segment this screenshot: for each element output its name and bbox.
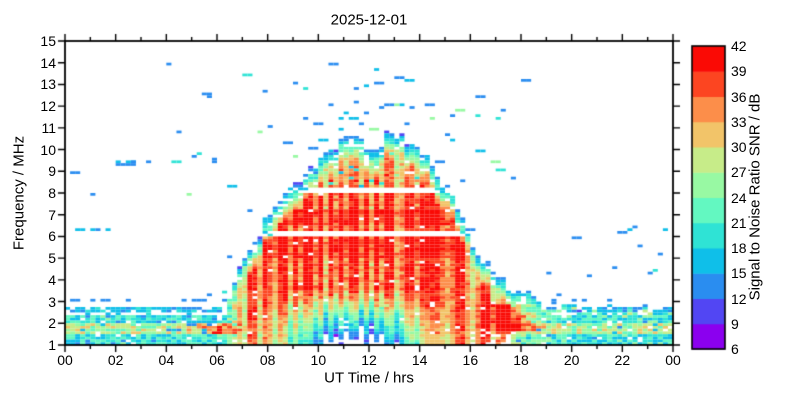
x-tick-label: 16	[462, 352, 479, 368]
x-axis-title: UT Time / hrs	[324, 369, 414, 387]
colorbar-tick-label: 24	[731, 189, 747, 206]
y-tick-label: 8	[48, 185, 56, 201]
colorbar-tick-label: 9	[731, 315, 739, 332]
colorbar-tick-label: 21	[731, 214, 747, 231]
x-tick-label: 00	[665, 352, 681, 368]
x-tick-label: 22	[614, 352, 631, 368]
colorbar-title: Signal to Noise Ratio SNR / dB	[746, 93, 764, 301]
y-tick-label: 4	[48, 271, 56, 288]
colorbar-tick-label: 30	[731, 139, 747, 155]
colorbar-tick-label: 42	[731, 38, 747, 54]
colorbar-tick-label: 27	[731, 164, 747, 181]
colorbar-tick-label: 18	[731, 240, 747, 256]
x-tick-label: 08	[259, 352, 276, 368]
colorbar-tick-label: 39	[731, 63, 747, 80]
y-tick-label: 11	[41, 119, 56, 136]
y-tick-label: 1	[48, 337, 56, 353]
y-axis-title: Frequency / MHz	[10, 135, 28, 251]
chart-title: 2025-12-01	[330, 11, 408, 29]
y-tick-label: 14	[40, 54, 56, 71]
colorbar-tick-label: 36	[731, 88, 747, 105]
x-tick-label: 18	[513, 352, 529, 368]
y-tick-label: 15	[40, 33, 56, 49]
y-tick-label: 13	[40, 76, 56, 93]
colorbar-tick-label: 6	[731, 341, 739, 357]
colorbar-tick-label: 12	[731, 290, 747, 307]
x-tick-label: 14	[411, 352, 428, 368]
x-tick-label: 12	[361, 352, 377, 368]
x-tick-label: 04	[158, 352, 175, 368]
x-tick-label: 20	[563, 352, 580, 368]
x-tick-label: 10	[310, 352, 327, 368]
colorbar-tick-label: 33	[731, 113, 747, 130]
y-tick-label: 3	[48, 293, 56, 310]
y-tick-label: 10	[40, 141, 56, 158]
x-tick-label: 02	[107, 352, 124, 368]
y-tick-label: 9	[48, 163, 56, 180]
y-tick-label: 5	[48, 250, 56, 267]
colorbar-tick-label: 15	[731, 265, 747, 282]
x-tick-label: 06	[209, 352, 225, 368]
y-tick-label: 7	[48, 206, 56, 223]
y-tick-label: 6	[48, 228, 56, 245]
y-tick-label: 12	[40, 98, 56, 115]
x-tick-label: 00	[57, 352, 73, 368]
y-tick-label: 2	[48, 315, 56, 332]
